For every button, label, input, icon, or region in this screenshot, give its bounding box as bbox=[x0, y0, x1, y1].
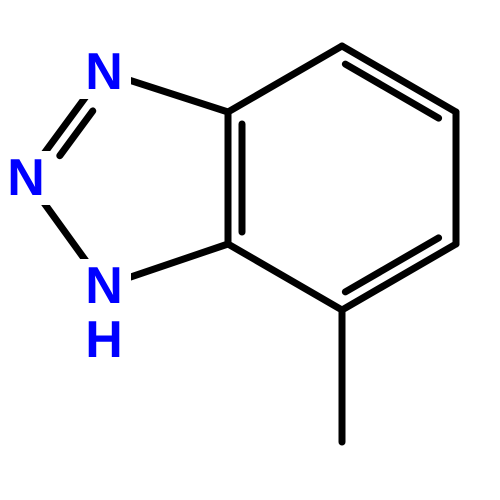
atom-label-H3: H bbox=[85, 311, 123, 369]
atom-label-N1: N bbox=[85, 43, 123, 101]
bond-C5-C6 bbox=[228, 244, 342, 310]
bond-C1-C2 bbox=[228, 46, 342, 112]
atom-label-N3: N bbox=[85, 257, 123, 315]
bond-C2-C3-outer bbox=[342, 46, 456, 112]
bond-C1-N1 bbox=[129, 80, 228, 112]
bond-N2-N3 bbox=[41, 199, 89, 265]
bond-N1-N2-inner bbox=[60, 111, 93, 156]
atom-label-N2: N bbox=[7, 149, 45, 207]
bond-C4-C5-outer bbox=[342, 244, 456, 310]
molecule-diagram: NNNH bbox=[0, 0, 500, 500]
bond-N3-C6 bbox=[129, 244, 228, 278]
